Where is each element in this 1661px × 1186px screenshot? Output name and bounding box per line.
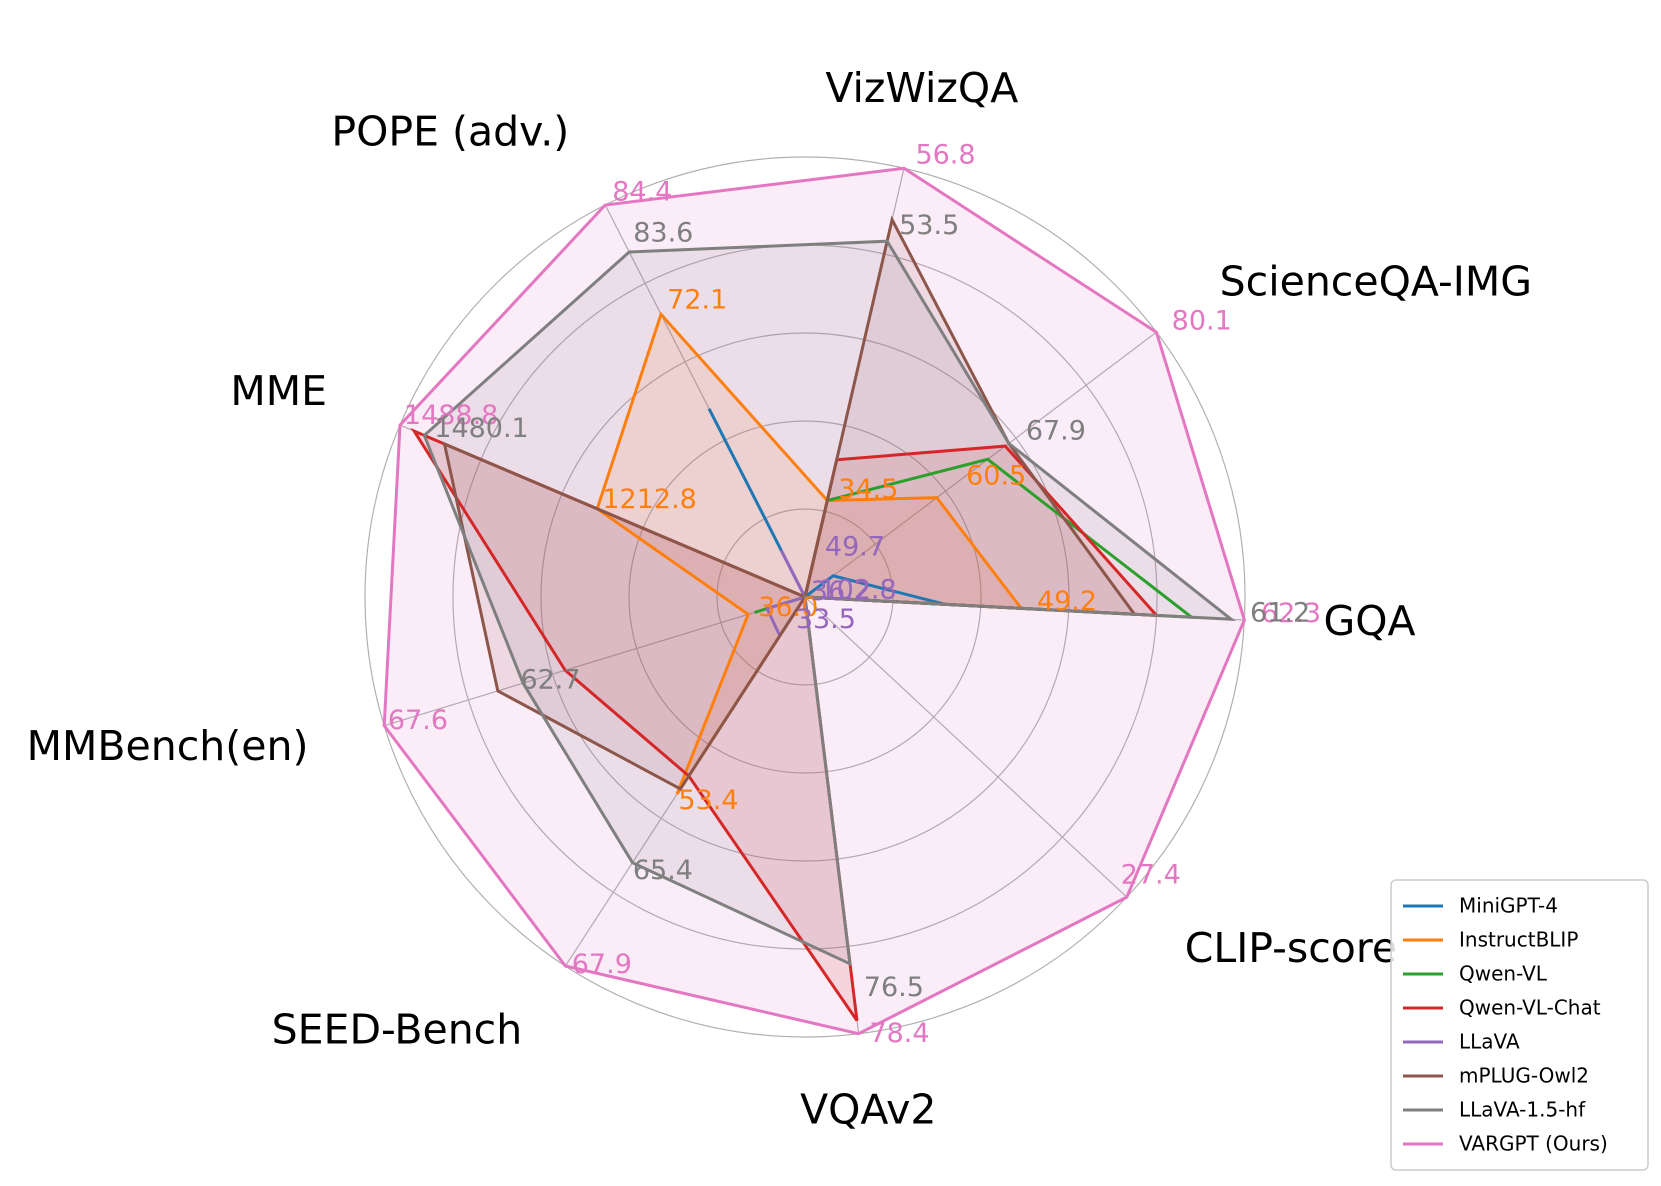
axis-label-vqav2: VQAv2 — [800, 1085, 936, 1133]
value-label: 33.5 — [796, 604, 856, 635]
value-label: 49.7 — [825, 532, 885, 563]
value-label: 34.5 — [838, 474, 898, 505]
legend: MiniGPT-4 InstructBLIP Qwen-VL Qwen-VL-Chat… — [1390, 879, 1649, 1171]
value-label: 67.9 — [1026, 416, 1086, 447]
value-labels: 62.361.249.2102.880.167.960.556.853.534.… — [388, 139, 1321, 1048]
value-label: 1212.8 — [602, 484, 696, 515]
series-fill-vargpt-ours — [384, 168, 1245, 1034]
value-label: 36.2 — [811, 576, 871, 607]
legend-label-llava-1-5-hf: LLaVA-1.5-hf — [1459, 1098, 1586, 1122]
axis-label-gqa: GQA — [1323, 597, 1415, 645]
value-label: 84.4 — [612, 177, 672, 208]
axis-label-seed-bench: SEED-Bench — [272, 1005, 523, 1053]
value-label: 53.4 — [678, 785, 738, 816]
legend-label-mplug-owl2: mPLUG-Owl2 — [1459, 1064, 1589, 1088]
value-label: 65.4 — [633, 855, 693, 886]
value-label: 67.6 — [388, 705, 448, 736]
value-label: 56.8 — [915, 139, 975, 170]
axis-label-clip-score: CLIP-score — [1185, 924, 1397, 972]
value-label: 1480.1 — [434, 413, 528, 444]
grid-ring-3 — [540, 332, 1070, 862]
axis-label-scienceqa-img: ScienceQA-IMG — [1220, 258, 1532, 306]
value-label: 78.4 — [869, 1018, 929, 1049]
spoke-clip-score — [804, 596, 1128, 898]
value-label: 62.3 — [1261, 598, 1321, 629]
value-label: 62.7 — [520, 665, 580, 696]
series-fill-instructblip — [597, 314, 1022, 795]
spoke-mmbench-en — [384, 596, 806, 727]
legend-box — [1390, 879, 1649, 1171]
value-label: 61.2 — [1250, 597, 1310, 628]
legend-label-llava: LLaVA — [1459, 1030, 1520, 1054]
legend-label-vargpt-ours: VARGPT (Ours) — [1459, 1132, 1608, 1156]
value-label: 72.1 — [667, 284, 727, 315]
value-label: 36.0 — [758, 592, 818, 623]
value-label: 102.8 — [819, 575, 896, 606]
grid-ring-2 — [628, 420, 982, 774]
legend-label-instructblip: InstructBLIP — [1459, 928, 1578, 952]
series-fill-mplug-owl2 — [444, 219, 1135, 789]
value-label: 49.2 — [1037, 586, 1097, 617]
axis-label-vizwizqa: VizWizQA — [825, 64, 1018, 112]
axis-labels: GQA ScienceQA-IMG VizWizQA POPE (adv.) MME MM… — [27, 64, 1532, 1133]
value-label: 27.4 — [1121, 860, 1181, 891]
series-line-vargpt-ours — [382, 166, 1246, 1036]
value-label: 53.5 — [899, 210, 959, 241]
value-label: 1488.8 — [404, 400, 498, 431]
grid-ring-5 — [364, 156, 1246, 1038]
series-fill-qwen-vl-chat — [414, 431, 1157, 1021]
axis-label-mmbench-en: MMBench(en) — [27, 722, 309, 770]
series-lines — [382, 166, 1246, 1036]
axis-label-pope-adv: POPE (adv.) — [331, 107, 569, 155]
spoke-scienceqa-img — [804, 331, 1157, 598]
series-line-mplug-owl2 — [442, 215, 1138, 791]
legend-label-qwen-vl-chat: Qwen-VL-Chat — [1459, 996, 1601, 1020]
axis-label-mme: MME — [230, 367, 327, 415]
value-label: 83.6 — [633, 218, 693, 249]
series-line-llava-1-5-hf — [422, 239, 1236, 967]
legend-label-minigpt-4: MiniGPT-4 — [1459, 894, 1558, 918]
value-label: 67.9 — [572, 949, 632, 980]
legend-label-qwen-vl: Qwen-VL — [1459, 962, 1548, 986]
value-label: 60.5 — [966, 461, 1026, 492]
grid-ring-1 — [716, 508, 894, 686]
value-label: 80.1 — [1172, 306, 1232, 337]
value-label: 76.5 — [864, 972, 924, 1003]
